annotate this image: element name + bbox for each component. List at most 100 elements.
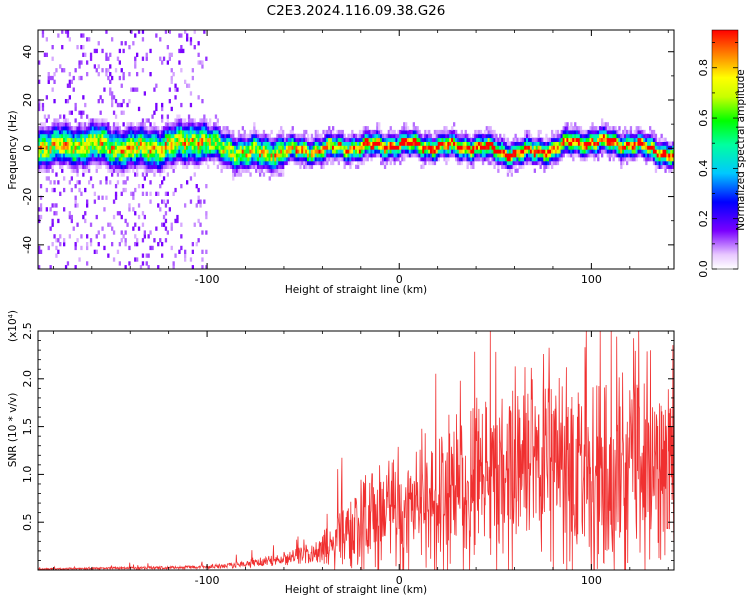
- heatmap-cell: [568, 149, 571, 154]
- heatmap-cell: [70, 133, 73, 139]
- heatmap-cell: [93, 126, 96, 131]
- heatmap-cell: [224, 164, 227, 169]
- heatmap-cell: [602, 137, 606, 142]
- heatmap-cell: [182, 157, 185, 162]
- heatmap-cell: [303, 141, 306, 146]
- heatmap-cell: [216, 149, 219, 154]
- heatmap-cell: [172, 157, 175, 162]
- heatmap-cell: [197, 60, 200, 65]
- heatmap-cell: [301, 137, 304, 142]
- heatmap-cell: [232, 141, 235, 146]
- heatmap-cell: [199, 133, 202, 139]
- heatmap-cell: [341, 141, 344, 146]
- heatmap-cell: [47, 129, 50, 135]
- heatmap-cell: [272, 160, 275, 166]
- heatmap-cell: [552, 145, 556, 150]
- heatmap-cell: [120, 145, 123, 150]
- heatmap-cell: [80, 141, 83, 146]
- heatmap-cell: [283, 145, 287, 150]
- heatmap-cell: [656, 160, 659, 166]
- heatmap-cell: [61, 160, 64, 166]
- heatmap-cell: [86, 37, 89, 42]
- heatmap-cell: [545, 141, 548, 146]
- heatmap-cell: [61, 168, 64, 173]
- heatmap-cell: [82, 149, 85, 154]
- heatmap-cell: [358, 145, 362, 150]
- heatmap-cell: [88, 37, 91, 42]
- heatmap-cell: [118, 242, 121, 247]
- heatmap-cell: [285, 160, 289, 166]
- heatmap-cell: [210, 149, 214, 154]
- heatmap-cell: [303, 137, 306, 142]
- heatmap-cell: [57, 249, 60, 254]
- heatmap-cell: [422, 153, 425, 158]
- heatmap-cell: [339, 141, 342, 146]
- heatmap-cell: [203, 199, 206, 204]
- heatmap-cell: [228, 141, 231, 146]
- heatmap-cell: [64, 126, 68, 131]
- heatmap-cell: [111, 137, 114, 142]
- heatmap-cell: [381, 149, 385, 154]
- heatmap-cell: [287, 157, 291, 162]
- heatmap-cell: [170, 157, 173, 162]
- heatmap-cell: [456, 160, 460, 166]
- heatmap-cell: [180, 153, 183, 158]
- heatmap-cell: [656, 164, 659, 169]
- heatmap-cell: [460, 145, 463, 150]
- heatmap-cell: [337, 129, 340, 135]
- heatmap-cell: [376, 122, 379, 127]
- heatmap-cell: [564, 149, 567, 154]
- heatmap-cell: [283, 149, 287, 154]
- heatmap-cell: [186, 157, 189, 162]
- heatmap-cell: [61, 45, 64, 50]
- heatmap-cell: [116, 102, 120, 108]
- heatmap-cell: [205, 129, 208, 135]
- heatmap-cell: [178, 114, 181, 119]
- heatmap-cell: [101, 153, 104, 158]
- heatmap-cell: [305, 129, 308, 135]
- heatmap-cell: [141, 261, 145, 266]
- heatmap-cell: [155, 153, 158, 158]
- heatmap-cell: [660, 160, 663, 166]
- heatmap-cell: [53, 126, 56, 131]
- heatmap-cell: [45, 37, 48, 42]
- heatmap-cell: [405, 141, 408, 146]
- heatmap-cell: [547, 157, 550, 162]
- heatmap-cell: [49, 133, 52, 139]
- heatmap-cell: [161, 137, 164, 142]
- heatmap-cell: [631, 153, 634, 158]
- heatmap-cell: [134, 56, 137, 61]
- heatmap-cell: [47, 137, 50, 142]
- heatmap-cell: [63, 160, 66, 166]
- heatmap-cell: [320, 164, 323, 169]
- heatmap-cell: [299, 153, 302, 158]
- heatmap-cell: [283, 153, 287, 158]
- heatmap-cell: [224, 133, 227, 139]
- heatmap-cell: [568, 145, 571, 150]
- heatmap-cell: [533, 157, 536, 162]
- heatmap-cell: [155, 102, 158, 108]
- heatmap-cell: [97, 118, 100, 123]
- heatmap-cell: [201, 249, 204, 254]
- heatmap-cell: [70, 153, 73, 158]
- heatmap-cell: [176, 129, 179, 135]
- heatmap-cell: [374, 153, 377, 158]
- heatmap-cell: [403, 149, 406, 154]
- heatmap-cell: [74, 129, 77, 135]
- heatmap-cell: [320, 157, 323, 162]
- heatmap-cell: [53, 122, 56, 127]
- heatmap-cell: [259, 168, 262, 173]
- heatmap-cell: [159, 129, 162, 135]
- heatmap-cell: [124, 180, 127, 185]
- heatmap-cell: [247, 168, 250, 173]
- heatmap-cell: [166, 114, 169, 119]
- heatmap-cell: [199, 141, 202, 146]
- heatmap-cell: [666, 153, 669, 158]
- heatmap-cell: [401, 145, 404, 150]
- heatmap-cell: [203, 30, 206, 34]
- heatmap-cell: [141, 191, 145, 196]
- heatmap-cell: [149, 230, 152, 235]
- heatmap-cell: [141, 133, 145, 139]
- heatmap-cell: [180, 234, 183, 239]
